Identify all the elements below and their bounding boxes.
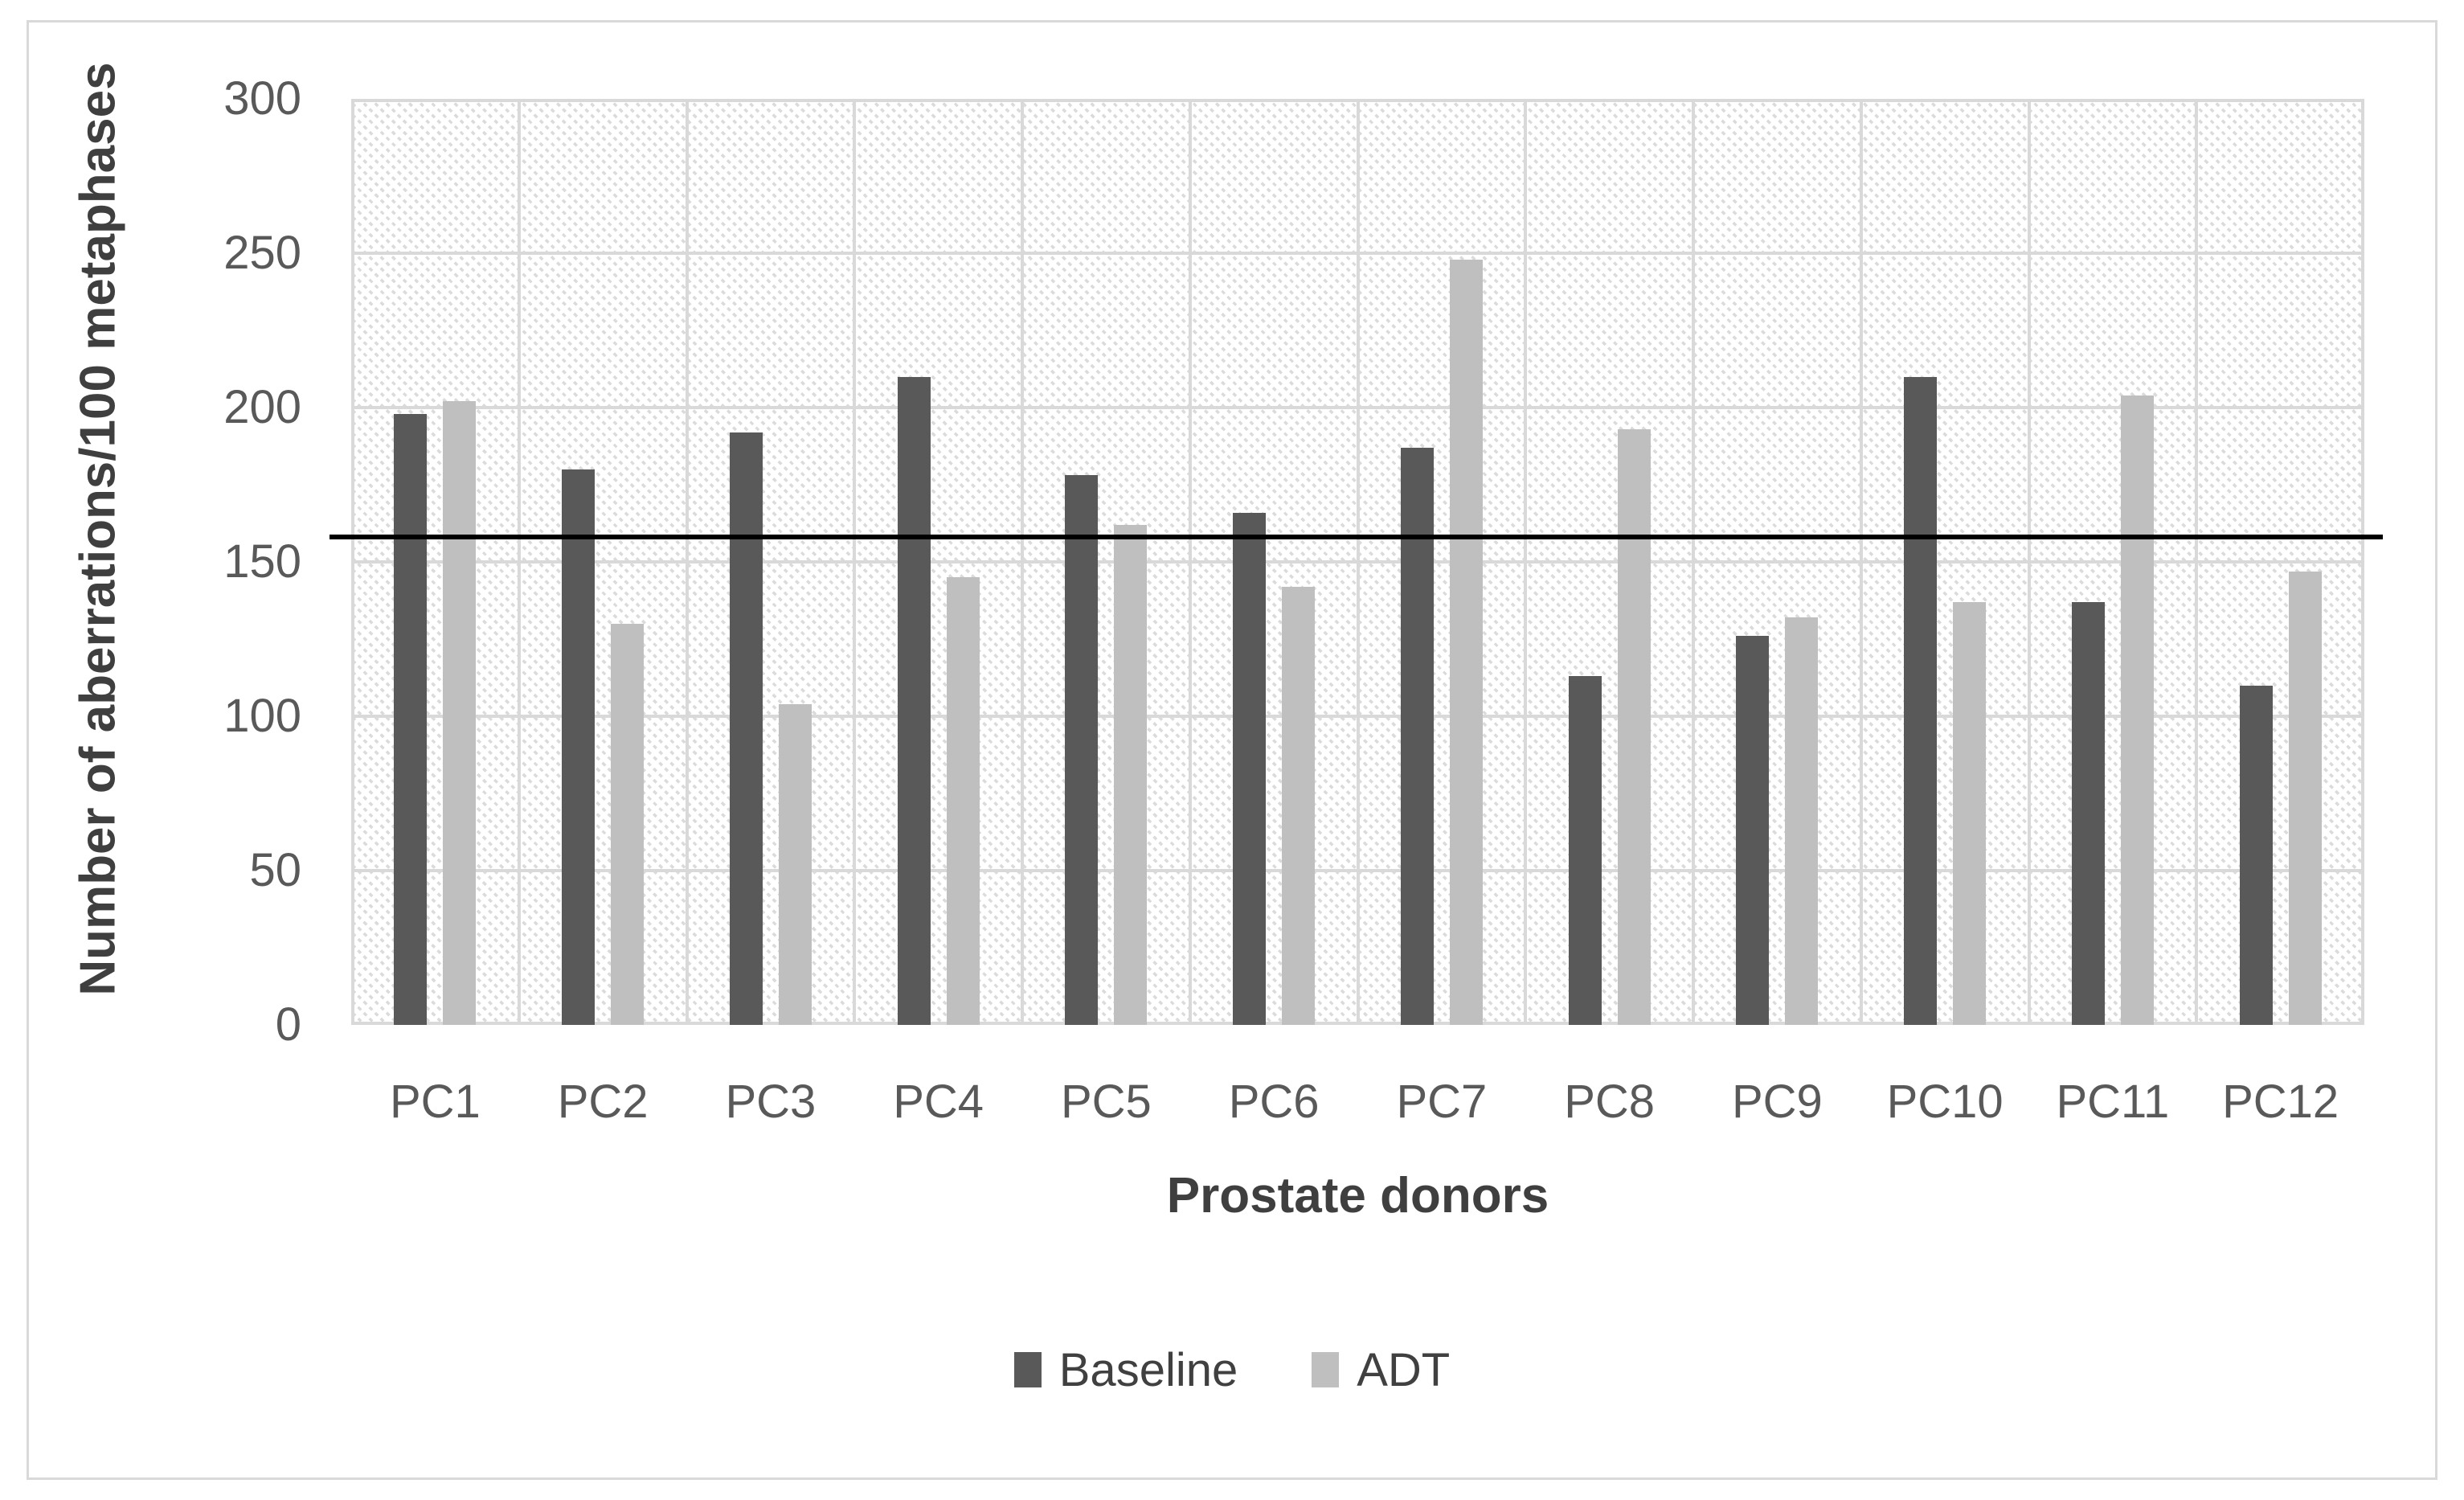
bar-adt-pc7	[1449, 259, 1483, 1025]
reference-line	[329, 535, 2383, 540]
legend: Baseline ADT	[0, 1336, 2464, 1404]
v-gridline-3	[853, 99, 857, 1025]
plot-area	[351, 99, 2364, 1025]
x-tick-label-pc7: PC7	[1396, 1076, 1488, 1128]
bar-adt-pc6	[1282, 586, 1316, 1025]
bar-baseline-pc4	[897, 376, 931, 1025]
bar-adt-pc11	[2120, 395, 2154, 1025]
x-tick-label-pc8: PC8	[1564, 1076, 1656, 1128]
bar-baseline-pc8	[1568, 676, 1602, 1025]
x-axis-title: Prostate donors	[1166, 1168, 1549, 1223]
bar-baseline-pc10	[1904, 376, 1938, 1025]
v-gridline-0	[351, 99, 354, 1025]
baseline-swatch	[1013, 1352, 1042, 1387]
bar-adt-pc2	[611, 623, 645, 1025]
bar-baseline-pc5	[1065, 475, 1099, 1025]
x-tick-label-pc12: PC12	[2222, 1076, 2339, 1128]
x-tick-label-pc1: PC1	[389, 1076, 481, 1128]
bar-baseline-pc2	[562, 469, 596, 1025]
v-gridline-12	[2361, 99, 2364, 1025]
bar-baseline-pc7	[1400, 447, 1434, 1025]
x-tick-label-pc6: PC6	[1228, 1076, 1320, 1128]
bar-baseline-pc1	[394, 413, 428, 1025]
bar-adt-pc5	[1114, 524, 1148, 1025]
v-gridline-8	[1692, 99, 1695, 1025]
bar-baseline-pc3	[729, 432, 763, 1025]
legend-label-adt: ADT	[1357, 1343, 1451, 1396]
bar-adt-pc10	[1953, 601, 1987, 1025]
bar-adt-pc12	[2288, 571, 2322, 1025]
v-gridline-5	[1188, 99, 1192, 1025]
legend-label-baseline: Baseline	[1058, 1343, 1238, 1396]
y-tick-label-250: 250	[223, 227, 301, 279]
bar-adt-pc9	[1785, 617, 1819, 1025]
x-tick-label-pc2: PC2	[557, 1076, 649, 1128]
bar-adt-pc8	[1617, 428, 1651, 1025]
y-tick-label-100: 100	[223, 690, 301, 742]
bar-baseline-pc9	[1736, 636, 1770, 1025]
v-gridline-9	[1859, 99, 1863, 1025]
x-tick-label-pc4: PC4	[893, 1076, 984, 1128]
v-gridline-4	[1021, 99, 1024, 1025]
x-tick-label-pc3: PC3	[725, 1076, 817, 1128]
x-tick-label-pc5: PC5	[1060, 1076, 1152, 1128]
v-gridline-1	[517, 99, 521, 1025]
bar-baseline-pc12	[2239, 685, 2273, 1025]
adt-swatch	[1312, 1352, 1340, 1387]
bar-baseline-pc6	[1233, 512, 1267, 1025]
legend-item-adt: ADT	[1312, 1343, 1450, 1397]
x-tick-label-pc9: PC9	[1731, 1076, 1823, 1128]
y-tick-label-50: 50	[249, 844, 301, 896]
bar-adt-pc3	[778, 703, 812, 1025]
v-gridline-2	[685, 99, 689, 1025]
y-tick-label-200: 200	[223, 381, 301, 433]
v-gridline-11	[2195, 99, 2199, 1025]
bar-adt-pc4	[946, 577, 980, 1025]
y-tick-label-0: 0	[275, 998, 301, 1051]
y-tick-label-150: 150	[223, 535, 301, 588]
bar-adt-pc1	[443, 401, 477, 1025]
v-gridline-6	[1356, 99, 1360, 1025]
x-tick-label-pc11: PC11	[2056, 1076, 2170, 1128]
bar-baseline-pc11	[2071, 601, 2105, 1025]
x-tick-label-pc10: PC10	[1886, 1076, 2004, 1128]
legend-item-baseline: Baseline	[1013, 1343, 1238, 1397]
figure-border	[27, 20, 2437, 1480]
y-tick-label-300: 300	[223, 72, 301, 125]
v-gridline-10	[2027, 99, 2031, 1025]
v-gridline-7	[1524, 99, 1528, 1025]
